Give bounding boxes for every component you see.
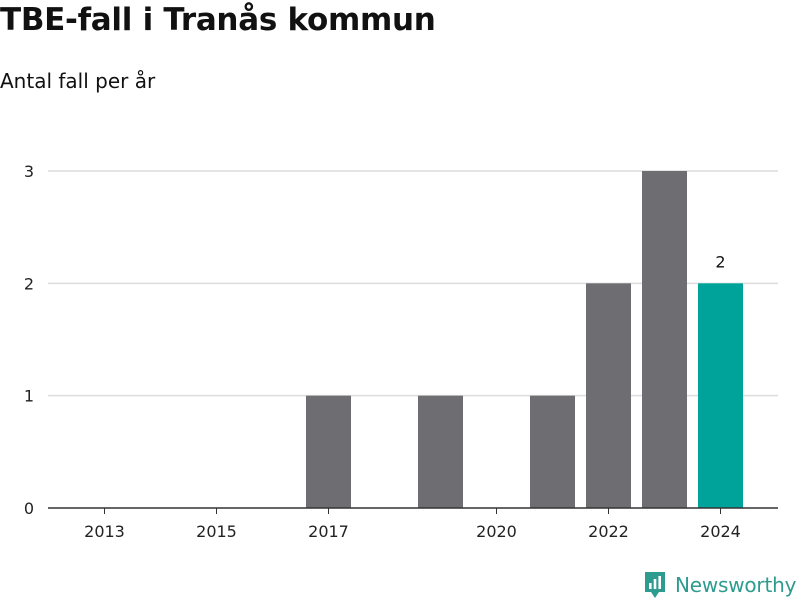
y-tick-label: 1 (24, 387, 34, 406)
x-tick-label: 2013 (84, 522, 125, 541)
brand-name: Newsworthy (675, 573, 797, 597)
x-tick-label: 2024 (700, 522, 741, 541)
y-tick-label: 0 (24, 499, 34, 518)
newsworthy-logo-icon (645, 572, 665, 598)
bar-2019 (418, 395, 463, 508)
bar-chart: 0 1 2 3 2 2013 2015 2017 2020 2022 2024 (24, 162, 778, 541)
x-tick-label: 2017 (308, 522, 349, 541)
x-tick-label: 2015 (196, 522, 237, 541)
y-tick-label: 3 (24, 162, 34, 181)
bar-2023 (642, 171, 687, 508)
chart-subtitle: Antal fall per år (0, 69, 156, 93)
x-tick-label: 2020 (476, 522, 517, 541)
newsworthy-brand: Newsworthy (643, 568, 796, 602)
y-tick-label: 2 (24, 274, 34, 293)
bar-2017 (306, 395, 351, 508)
highlight-data-label: 2 (715, 252, 725, 271)
x-tick-label: 2022 (588, 522, 629, 541)
bar-2021 (530, 395, 575, 508)
chart-title: TBE-fall i Tranås kommun (0, 2, 436, 38)
bar-2022 (586, 283, 631, 508)
bar-highlight-2024 (698, 283, 743, 508)
